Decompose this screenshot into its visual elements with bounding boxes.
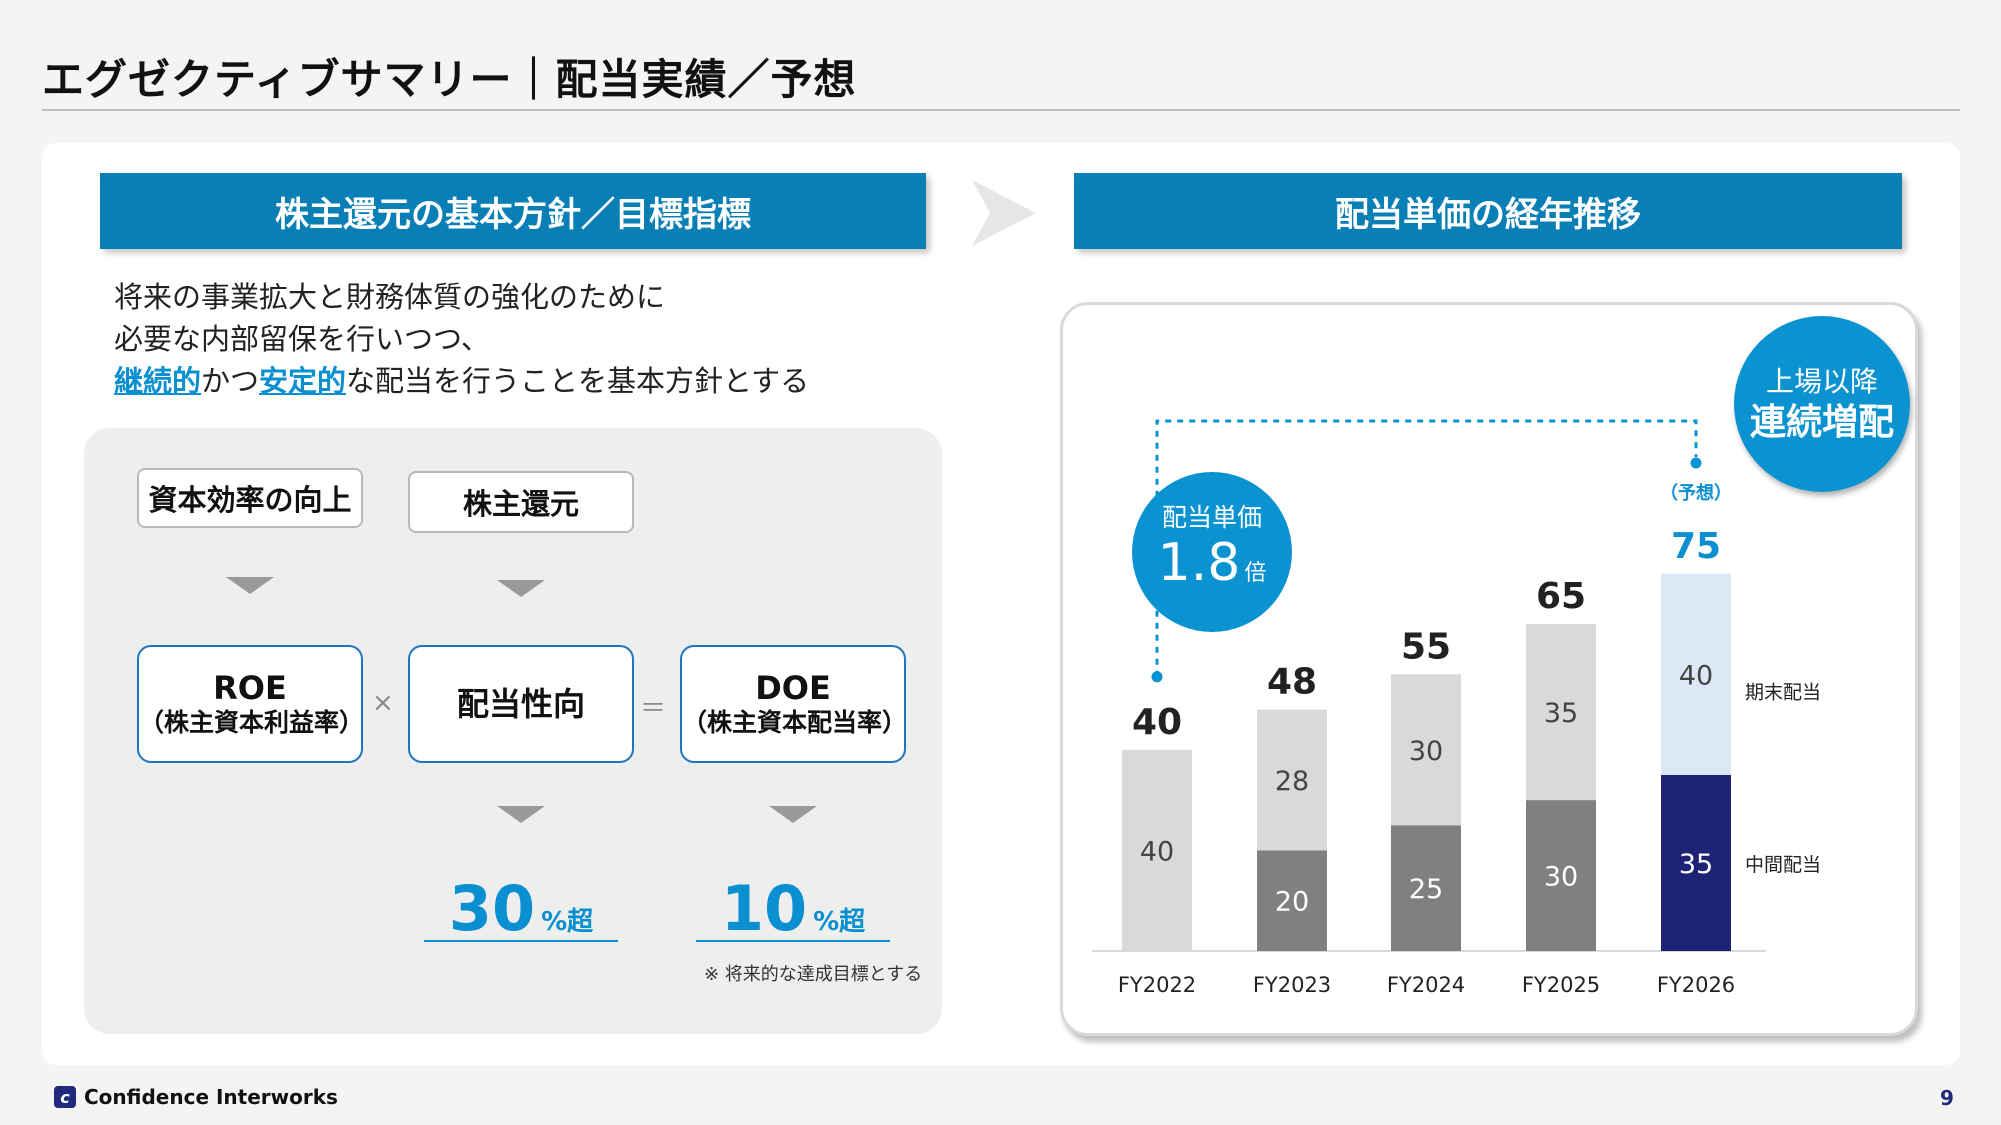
logo-mark-icon: c — [54, 1086, 76, 1108]
policy-line-2: 必要な内部留保を行いつつ、 — [114, 322, 490, 356]
x-tick-label: FY2026 — [1657, 973, 1735, 997]
capital-efficiency-label: 資本効率の向上 — [137, 468, 363, 528]
bar-year-end-label: 40 — [1140, 836, 1174, 867]
doe-target-underline — [696, 940, 890, 942]
bar-year-end-label: 28 — [1275, 766, 1309, 797]
doe-target-unit: %超 — [813, 907, 866, 937]
roe-title: ROE — [213, 669, 287, 707]
bar-total-label: 55 — [1401, 626, 1451, 667]
bar-year-end-label: 30 — [1409, 736, 1443, 767]
multiple-bubble-label: 配当単価 — [1161, 502, 1262, 532]
page-number: 9 — [1940, 1086, 1954, 1110]
payout-title: 配当性向 — [456, 685, 585, 723]
bar-year-end-label: 35 — [1544, 698, 1578, 729]
bar-total-label: 40 — [1132, 702, 1182, 743]
bar-year-end-FY2023 — [1257, 709, 1327, 851]
policy-line-3: 継続的かつ安定的な配当を行うことを基本方針とする — [114, 360, 809, 402]
policy-section-header: 株主還元の基本方針／目標指標 — [100, 173, 926, 249]
highlight-stable: 安定的 — [259, 364, 347, 398]
policy-line-1: 将来の事業拡大と財務体質の強化のために — [114, 280, 666, 314]
x-tick-label: FY2023 — [1253, 973, 1331, 997]
down-triangle-icon — [769, 806, 817, 823]
bar-total-label: 75 — [1671, 526, 1721, 567]
bar-interim-FY2026 — [1661, 774, 1731, 951]
doe-target-value: 10 — [720, 872, 808, 945]
x-tick-label: FY2024 — [1387, 973, 1465, 997]
x-tick-label: FY2022 — [1118, 973, 1196, 997]
company-name: Confidence Interworks — [84, 1085, 338, 1109]
connector-dot-start — [1151, 671, 1163, 683]
bar-interim-FY2023 — [1257, 850, 1327, 951]
arrow-right-icon — [972, 180, 1036, 246]
payout-target-value: 30 — [448, 872, 536, 945]
payout-target-underline — [424, 940, 618, 942]
bar-total-label: 65 — [1536, 576, 1586, 617]
company-logo: c Confidence Interworks — [54, 1085, 338, 1109]
policy-connector: かつ — [201, 364, 260, 398]
payout-ratio-box: 配当性向 — [408, 645, 634, 763]
shareholder-return-label: 株主還元 — [408, 471, 634, 533]
payout-target-unit: %超 — [541, 907, 594, 937]
title-divider — [42, 109, 1960, 111]
multiple-bubble-value: 1.8 倍 — [1158, 534, 1267, 603]
legend-interim: 中間配当 — [1745, 854, 1821, 876]
bar-year-end-FY2025 — [1526, 624, 1596, 801]
increase-bubble-line2: 連続増配 — [1749, 402, 1894, 443]
bar-total-label: 48 — [1267, 662, 1317, 703]
target-note: ※ 将来的な達成目標とする — [704, 964, 923, 985]
highlight-continuous: 継続的 — [114, 364, 202, 398]
page-title: エグゼクティブサマリー｜配当実績／予想 — [42, 55, 857, 104]
multiple-value: 1.8 — [1157, 532, 1241, 593]
bar-interim-label: 35 — [1679, 849, 1713, 880]
down-triangle-icon — [497, 806, 545, 823]
increase-bubble-line1: 上場以降 — [1765, 365, 1878, 398]
down-triangle-icon — [226, 577, 274, 594]
equals-sign: ＝ — [640, 694, 667, 724]
multiple-unit: 倍 — [1244, 560, 1267, 586]
times-sign: × — [372, 688, 394, 718]
doe-box: DOE （株主資本配当率） — [680, 645, 908, 763]
legend-year-end: 期末配当 — [1745, 681, 1821, 703]
doe-target: 10 %超 — [696, 872, 890, 945]
bar-interim-label: 20 — [1275, 887, 1309, 918]
doe-title: DOE — [755, 669, 831, 707]
roe-box: ROE （株主資本利益率） — [137, 645, 365, 763]
bar-interim-FY2025 — [1526, 800, 1596, 951]
dividend-multiple-bubble: 配当単価 1.8 倍 — [1132, 472, 1292, 632]
down-triangle-icon — [497, 580, 545, 597]
bar-year-end-FY2026 — [1661, 573, 1731, 775]
payout-target: 30 %超 — [424, 872, 618, 945]
x-tick-label: FY2025 — [1522, 973, 1600, 997]
bar-interim-label: 30 — [1544, 862, 1578, 893]
doe-subtitle: （株主資本配当率） — [682, 708, 908, 737]
connector-dot-end — [1690, 457, 1702, 469]
policy-statement: 将来の事業拡大と財務体質の強化のために 必要な内部留保を行いつつ、 継続的かつ安… — [114, 276, 809, 402]
bar-year-end-FY2024 — [1391, 674, 1461, 826]
roe-subtitle: （株主資本利益率） — [139, 708, 365, 737]
policy-tail: な配当を行うことを基本方針とする — [346, 364, 810, 398]
consecutive-increase-bubble: 上場以降 連続増配 — [1734, 316, 1910, 492]
bar-interim-label: 25 — [1409, 874, 1443, 905]
forecast-label: （予想） — [1660, 482, 1732, 504]
bar-year-end-FY2022 — [1122, 749, 1192, 951]
bar-interim-FY2024 — [1391, 825, 1461, 951]
dividend-section-header: 配当単価の経年推移 — [1074, 173, 1902, 249]
bar-year-end-label: 40 — [1679, 660, 1713, 691]
